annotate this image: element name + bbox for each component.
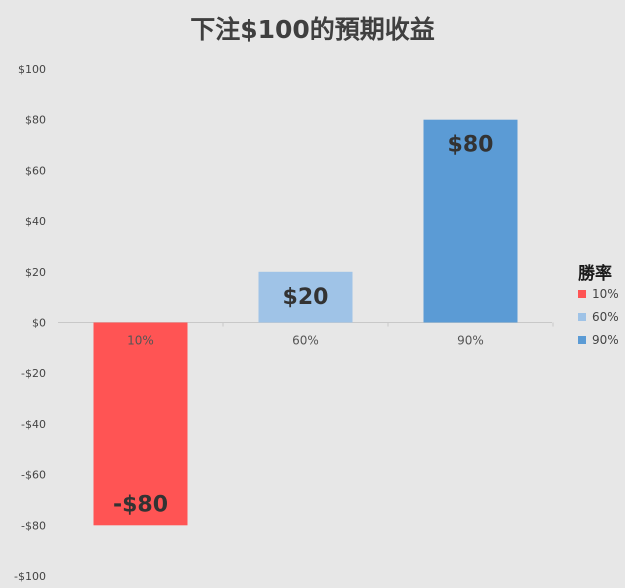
y-tick-label: $60 bbox=[25, 164, 46, 177]
data-label: $20 bbox=[283, 285, 329, 310]
bar bbox=[93, 322, 188, 526]
x-tick-label: 90% bbox=[457, 334, 484, 348]
legend-swatch bbox=[578, 313, 586, 321]
y-tick-label: -$20 bbox=[21, 367, 46, 380]
y-tick-label: $100 bbox=[18, 63, 46, 76]
legend-label: 60% bbox=[592, 310, 619, 324]
y-tick-label: $40 bbox=[25, 215, 46, 228]
legend-swatch bbox=[578, 336, 586, 344]
y-tick-label: -$100 bbox=[14, 570, 46, 583]
y-tick-label: -$40 bbox=[21, 418, 46, 431]
legend-item: 60% bbox=[578, 310, 619, 324]
y-tick-label: -$60 bbox=[21, 469, 46, 482]
y-tick-label: $80 bbox=[25, 114, 46, 127]
x-tick-label: 10% bbox=[127, 334, 154, 348]
legend-label: 90% bbox=[592, 333, 619, 347]
data-label: -$80 bbox=[113, 492, 168, 517]
y-tick-label: -$80 bbox=[21, 519, 46, 532]
chart-title: 下注$100的預期收益 bbox=[190, 15, 435, 44]
legend-swatch bbox=[578, 290, 586, 298]
bar bbox=[423, 119, 518, 323]
legend-item: 10% bbox=[578, 287, 619, 301]
legend-title: 勝率 bbox=[578, 264, 612, 284]
legend-item: 90% bbox=[578, 333, 619, 347]
data-label: $80 bbox=[448, 133, 494, 158]
bar bbox=[258, 271, 353, 323]
y-tick-label: $20 bbox=[25, 266, 46, 279]
legend-label: 10% bbox=[592, 287, 619, 301]
x-tick-label: 60% bbox=[292, 334, 319, 348]
y-tick-label: $0 bbox=[32, 317, 46, 330]
